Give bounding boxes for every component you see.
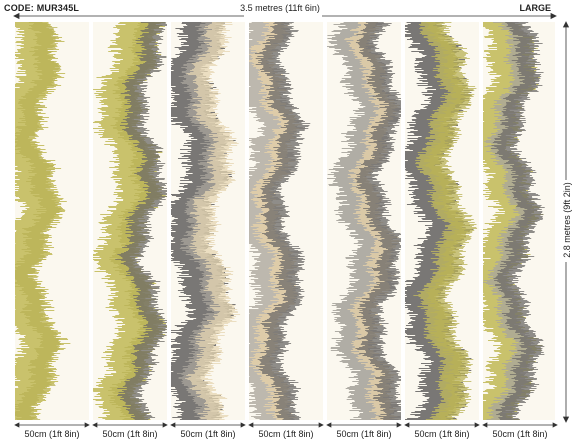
mural-panel	[249, 22, 323, 420]
panel-width-label: 50cm (1ft 8in)	[492, 429, 548, 439]
height-dimension-label: 2.8 metres (9ft 2in)	[562, 182, 572, 258]
panel-width-label: 50cm (1ft 8in)	[258, 429, 314, 439]
size-label: LARGE	[519, 3, 552, 13]
product-code: CODE: MUR345L	[4, 3, 80, 13]
panel-width-label: 50cm (1ft 8in)	[102, 429, 158, 439]
panel-width-label: 50cm (1ft 8in)	[414, 429, 470, 439]
mural-panel	[327, 22, 401, 420]
width-dimension-label: 3.5 metres (11ft 6in)	[240, 3, 320, 13]
mural-panel	[15, 22, 89, 420]
mural-preview	[15, 22, 555, 420]
panel-width-label: 50cm (1ft 8in)	[336, 429, 392, 439]
mural-panel	[483, 22, 555, 420]
mural-panel	[93, 22, 167, 420]
panel-width-label: 50cm (1ft 8in)	[24, 429, 80, 439]
panel-width-label: 50cm (1ft 8in)	[180, 429, 236, 439]
mural-panel	[405, 22, 479, 420]
height-arrow	[562, 21, 570, 423]
width-arrow	[13, 12, 557, 20]
mural-panel	[171, 22, 245, 420]
